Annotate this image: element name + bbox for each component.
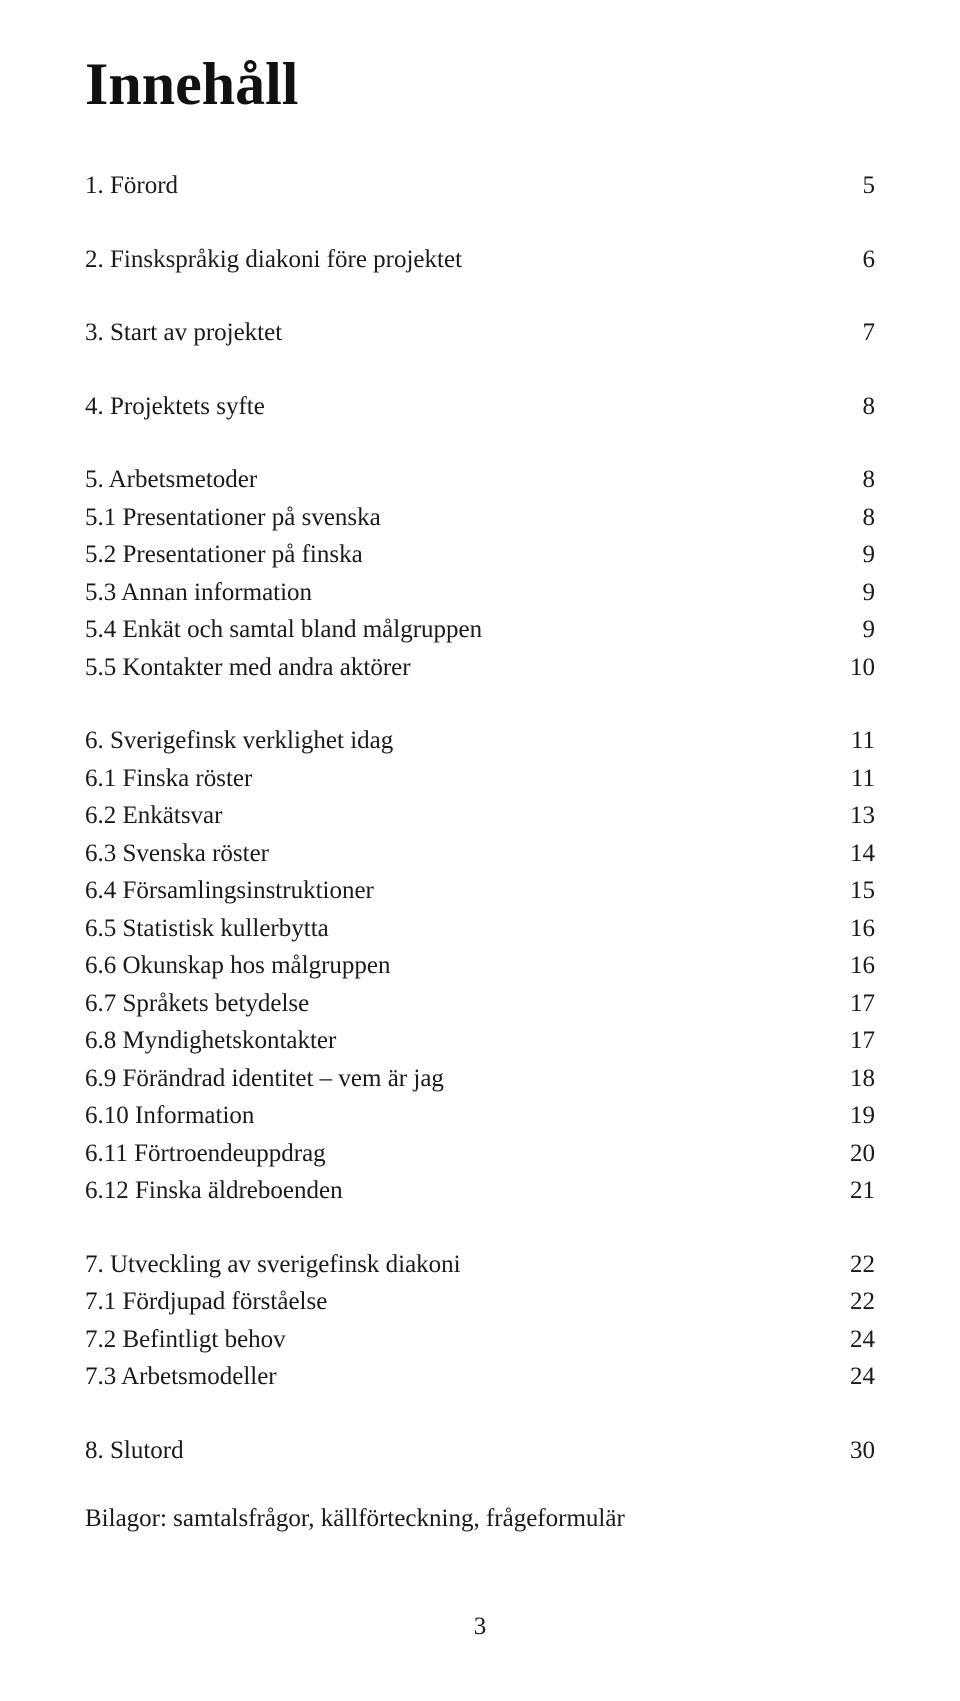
toc-entry-label: 6.8 Myndighetskontakter	[85, 1022, 336, 1060]
toc-entry: 7.1 Fördjupad förståelse 22	[85, 1283, 875, 1321]
toc-entry-page: 15	[850, 872, 875, 910]
toc-entry: 6.10 Information 19	[85, 1097, 875, 1135]
toc-entry-label: 6.11 Förtroendeuppdrag	[85, 1135, 326, 1173]
toc-entry-page: 22	[850, 1246, 875, 1284]
toc-entry: 7. Utveckling av sverigefinsk diakoni 22	[85, 1246, 875, 1284]
toc-entry: 5.2 Presentationer på finska 9	[85, 536, 875, 574]
table-of-contents: 1. Förord 5 2. Finskspråkig diakoni före p…	[85, 167, 875, 1469]
toc-entry-label: 7.2 Befintligt behov	[85, 1321, 286, 1359]
toc-entry: 5.3 Annan information 9	[85, 574, 875, 612]
toc-entry: 5. Arbetsmetoder 8	[85, 461, 875, 499]
toc-entry: 6.1 Finska röster 11	[85, 760, 875, 798]
toc-entry-page: 30	[850, 1432, 875, 1470]
toc-group-gap	[85, 352, 875, 388]
toc-entry-label: 6.2 Enkätsvar	[85, 797, 222, 835]
toc-entry-page: 8	[863, 461, 876, 499]
toc-entry: 6.4 Församlingsinstruktioner 15	[85, 872, 875, 910]
toc-entry-page: 13	[850, 797, 875, 835]
toc-entry: 7.3 Arbetsmodeller 24	[85, 1358, 875, 1396]
toc-entry-page: 22	[850, 1283, 875, 1321]
toc-entry-label: 6.5 Statistisk kullerbytta	[85, 910, 329, 948]
toc-entry-label: 7.1 Fördjupad förståelse	[85, 1283, 327, 1321]
toc-entry-label: 6.1 Finska röster	[85, 760, 252, 798]
toc-entry-page: 19	[850, 1097, 875, 1135]
toc-entry-page: 14	[850, 835, 875, 873]
toc-entry-label: 5.3 Annan information	[85, 574, 312, 612]
toc-entry-label: 6.6 Okunskap hos målgruppen	[85, 947, 391, 985]
toc-entry-label: 4. Projektets syfte	[85, 388, 265, 426]
toc-entry-page: 17	[850, 985, 875, 1023]
toc-entry-page: 8	[863, 499, 876, 537]
toc-group-gap	[85, 1210, 875, 1246]
toc-entry-page: 10	[850, 649, 875, 687]
toc-entry-page: 11	[851, 722, 875, 760]
toc-entry-label: 6.10 Information	[85, 1097, 254, 1135]
toc-entry: 3. Start av projektet 7	[85, 314, 875, 352]
toc-entry-label: 6.12 Finska äldreboenden	[85, 1172, 343, 1210]
toc-entry-page: 17	[850, 1022, 875, 1060]
toc-entry-label: 6. Sverigefinsk verklighet idag	[85, 722, 393, 760]
toc-entry-page: 8	[863, 388, 876, 426]
toc-entry: 2. Finskspråkig diakoni före projektet 6	[85, 241, 875, 279]
toc-entry-label: 6.9 Förändrad identitet – vem är jag	[85, 1060, 444, 1098]
toc-group-gap	[85, 1396, 875, 1432]
toc-entry: 5.4 Enkät och samtal bland målgruppen 9	[85, 611, 875, 649]
toc-entry-page: 16	[850, 947, 875, 985]
toc-entry: 6.8 Myndighetskontakter 17	[85, 1022, 875, 1060]
toc-entry-label: 5.1 Presentationer på svenska	[85, 499, 381, 537]
toc-entry-label: 5.5 Kontakter med andra aktörer	[85, 649, 411, 687]
toc-entry-page: 21	[850, 1172, 875, 1210]
toc-entry-page: 5	[863, 167, 876, 205]
toc-entry: 6.7 Språkets betydelse 17	[85, 985, 875, 1023]
toc-entry-label: 2. Finskspråkig diakoni före projektet	[85, 241, 462, 279]
toc-entry-label: 3. Start av projektet	[85, 314, 282, 352]
toc-entry: 6.11 Förtroendeuppdrag 20	[85, 1135, 875, 1173]
toc-entry-label: 1. Förord	[85, 167, 178, 205]
toc-entry: 7.2 Befintligt behov 24	[85, 1321, 875, 1359]
toc-entry: 6.12 Finska äldreboenden 21	[85, 1172, 875, 1210]
toc-entry-label: 6.7 Språkets betydelse	[85, 985, 309, 1023]
toc-entry-page: 6	[863, 241, 876, 279]
toc-entry: 6.3 Svenska röster 14	[85, 835, 875, 873]
toc-entry: 4. Projektets syfte 8	[85, 388, 875, 426]
toc-group-gap	[85, 425, 875, 461]
toc-entry: 6. Sverigefinsk verklighet idag 11	[85, 722, 875, 760]
toc-entry: 5.1 Presentationer på svenska 8	[85, 499, 875, 537]
toc-entry-label: 5.4 Enkät och samtal bland målgruppen	[85, 611, 482, 649]
toc-entry: 6.6 Okunskap hos målgruppen 16	[85, 947, 875, 985]
toc-entry: 1. Förord 5	[85, 167, 875, 205]
toc-entry-page: 7	[863, 314, 876, 352]
toc-entry-page: 9	[863, 536, 876, 574]
toc-entry: 8. Slutord 30	[85, 1432, 875, 1470]
toc-entry-page: 24	[850, 1321, 875, 1359]
toc-entry-page: 9	[863, 611, 876, 649]
toc-entry-label: 8. Slutord	[85, 1432, 184, 1470]
toc-entry-page: 9	[863, 574, 876, 612]
page-title: Innehåll	[85, 50, 875, 119]
toc-entry: 6.5 Statistisk kullerbytta 16	[85, 910, 875, 948]
toc-entry: 6.2 Enkätsvar 13	[85, 797, 875, 835]
appendix-line: Bilagor: samtalsfrågor, källförteckning,…	[85, 1505, 875, 1533]
toc-entry-page: 16	[850, 910, 875, 948]
toc-group-gap	[85, 278, 875, 314]
toc-entry-label: 6.3 Svenska röster	[85, 835, 269, 873]
toc-group-gap	[85, 205, 875, 241]
toc-entry-label: 7. Utveckling av sverigefinsk diakoni	[85, 1246, 461, 1284]
toc-entry-page: 18	[850, 1060, 875, 1098]
toc-entry-page: 11	[851, 760, 875, 798]
toc-entry-label: 5.2 Presentationer på finska	[85, 536, 363, 574]
toc-entry: 5.5 Kontakter med andra aktörer 10	[85, 649, 875, 687]
toc-group-gap	[85, 686, 875, 722]
toc-entry-label: 5. Arbetsmetoder	[85, 461, 257, 499]
toc-entry: 6.9 Förändrad identitet – vem är jag 18	[85, 1060, 875, 1098]
toc-entry-page: 20	[850, 1135, 875, 1173]
page-number: 3	[85, 1613, 875, 1641]
toc-entry-label: 6.4 Församlingsinstruktioner	[85, 872, 374, 910]
toc-entry-page: 24	[850, 1358, 875, 1396]
toc-entry-label: 7.3 Arbetsmodeller	[85, 1358, 277, 1396]
